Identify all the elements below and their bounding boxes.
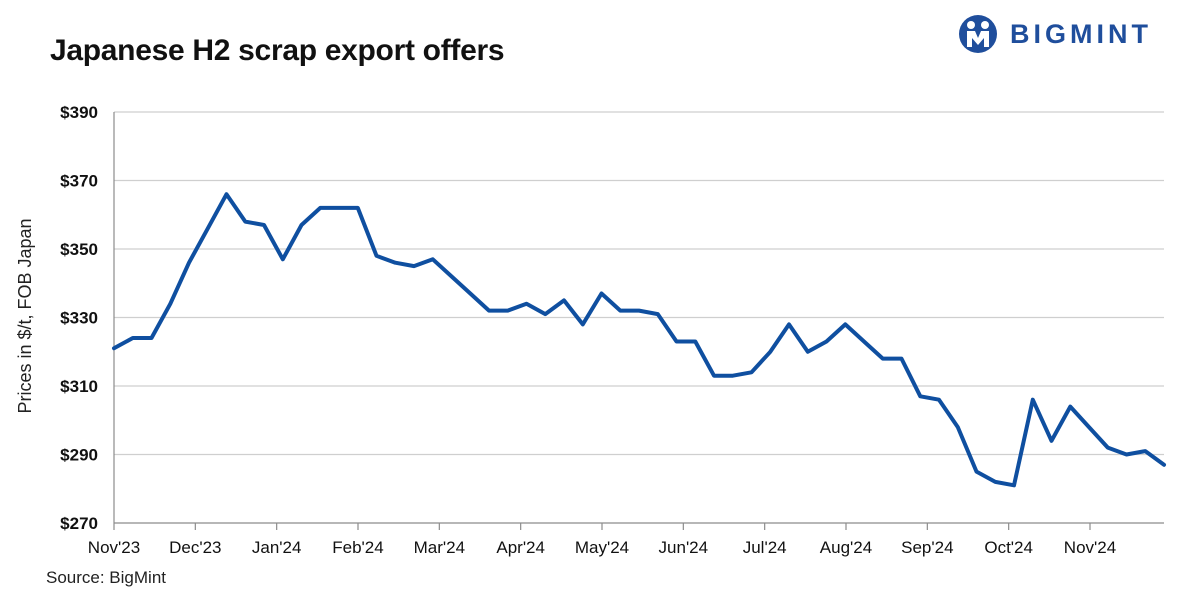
x-axis: Nov'23 Dec'23 Jan'24 Feb'24 Mar'24 Apr'24 May'…	[88, 112, 1164, 557]
x-tick-label: Oct'24	[984, 538, 1033, 557]
x-tick-label: Sep'24	[901, 538, 953, 557]
y-axis-ticks: $270 $290 $310 $330 $350 $370 $390	[60, 103, 98, 533]
grid-lines	[114, 111, 1164, 456]
y-tick-label: $330	[60, 309, 98, 328]
source-note: Source: BigMint	[46, 568, 166, 587]
y-tick-label: $370	[60, 172, 98, 191]
y-tick-label: $310	[60, 377, 98, 396]
bigmint-logo-icon	[959, 15, 997, 53]
x-tick-label: Aug'24	[820, 538, 872, 557]
x-tick-label: Jul'24	[743, 538, 787, 557]
x-tick-label: Apr'24	[496, 538, 545, 557]
x-tick-label: Nov'23	[88, 538, 140, 557]
x-tick-label: Jun'24	[659, 538, 709, 557]
chart-title: Japanese H2 scrap export offers	[50, 34, 505, 67]
y-tick-label: $390	[60, 103, 98, 122]
x-tick-label: Feb'24	[332, 538, 383, 557]
x-tick-label: Nov'24	[1064, 538, 1116, 557]
y-tick-label: $290	[60, 446, 98, 465]
series-group	[112, 192, 1166, 488]
y-tick-label: $270	[60, 514, 98, 533]
x-tick-label: Dec'23	[169, 538, 221, 557]
x-tick-label: Jan'24	[252, 538, 302, 557]
y-axis-label: Prices in $/t, FOB Japan	[15, 218, 35, 413]
series-line	[112, 192, 1166, 488]
brand-name: BIGMINT	[1010, 18, 1152, 49]
y-tick-label: $350	[60, 240, 98, 259]
x-tick-label: May'24	[575, 538, 629, 557]
brand-logo: BIGMINT	[958, 14, 1152, 54]
x-tick-label: Mar'24	[414, 538, 465, 557]
